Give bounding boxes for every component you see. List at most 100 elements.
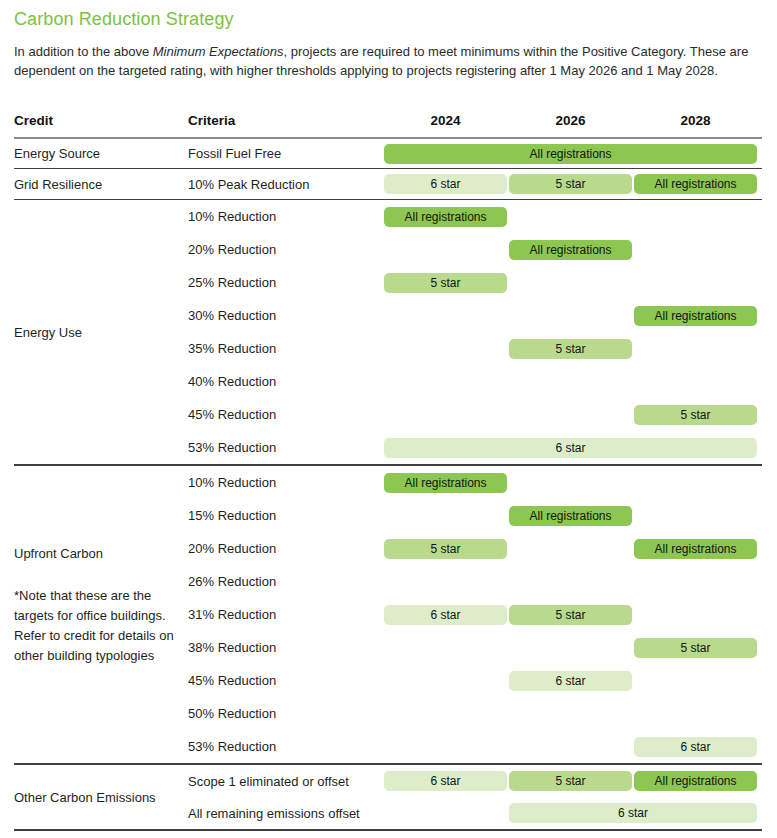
rating-badge: 5 star (634, 638, 757, 658)
header-year-2024: 2024 (383, 113, 508, 128)
criteria-label: All remaining emissions offset (188, 806, 383, 821)
credit-section: Upfront Carbon *Note that these are the t… (14, 466, 762, 765)
credit-label: Grid Resilience (14, 177, 102, 192)
credit-cell: Upfront Carbon *Note that these are the t… (14, 466, 188, 763)
criteria-label: 10% Reduction (188, 209, 383, 224)
criteria-label: 30% Reduction (188, 308, 383, 323)
rating-badge: All registrations (634, 771, 757, 791)
credit-label: Other Carbon Emissions (14, 790, 156, 805)
header-criteria: Criteria (188, 113, 383, 128)
section-rows: Fossil Fuel FreeAll registrations (188, 139, 762, 168)
rating-badge: All registrations (634, 539, 757, 559)
credit-cell: Energy Source (14, 139, 188, 168)
rating-badge: 5 star (509, 605, 632, 625)
intro-paragraph: In addition to the above Minimum Expecta… (14, 43, 770, 80)
page-title: Carbon Reduction Strategy (14, 9, 762, 30)
table-row: 25% Reduction5 star (188, 266, 762, 299)
table-body: Energy SourceFossil Fuel FreeAll registr… (14, 139, 762, 831)
rating-badge: All registrations (509, 240, 632, 260)
table-row: 40% Reduction (188, 365, 762, 398)
credit-section: Grid Resilience 10% Peak Reduction6 star5… (14, 169, 762, 200)
credit-label: Energy Source (14, 146, 100, 161)
credit-cell: Grid Resilience (14, 169, 188, 199)
criteria-label: 45% Reduction (188, 407, 383, 422)
section-rows: Scope 1 eliminated or offset6 star5 star… (188, 765, 762, 829)
rating-badge: 5 star (509, 174, 632, 194)
rating-badge: All registrations (509, 506, 632, 526)
table-row: 50% Reduction (188, 697, 762, 730)
table-row: 38% Reduction 5 star (188, 631, 762, 664)
criteria-label: 53% Reduction (188, 440, 383, 455)
header-year-2026: 2026 (508, 113, 633, 128)
table-row: 30% Reduction All registrations (188, 299, 762, 332)
rating-badge: 5 star (384, 273, 507, 293)
table-row: 45% Reduction 6 star (188, 664, 762, 697)
rating-badge: All registrations (384, 144, 757, 164)
intro-text-before: In addition to the above (14, 44, 153, 59)
rating-badge: 5 star (384, 539, 507, 559)
criteria-label: 26% Reduction (188, 574, 383, 589)
table-header-row: Credit Criteria 2024 2026 2028 (14, 113, 762, 139)
rating-badge: 6 star (509, 671, 632, 691)
table-row: All remaining emissions offset 6 star (188, 797, 762, 829)
criteria-label: 45% Reduction (188, 673, 383, 688)
credit-label: Upfront Carbon (14, 546, 188, 562)
table-row: 35% Reduction 5 star (188, 332, 762, 365)
rating-badge: All registrations (384, 207, 507, 227)
table-row: 31% Reduction6 star5 star (188, 598, 762, 631)
criteria-label: 20% Reduction (188, 242, 383, 257)
table-row: 20% Reduction All registrations (188, 233, 762, 266)
credit-cell: Other Carbon Emissions (14, 765, 188, 829)
criteria-label: 38% Reduction (188, 640, 383, 655)
criteria-label: 53% Reduction (188, 739, 383, 754)
header-year-2028: 2028 (633, 113, 758, 128)
table-row: 53% Reduction6 star (188, 431, 762, 464)
document-page: Carbon Reduction Strategy In addition to… (0, 0, 777, 838)
header-credit: Credit (14, 113, 188, 128)
rating-badge: 6 star (384, 605, 507, 625)
rating-badge: 6 star (509, 803, 757, 823)
table-row: 15% Reduction All registrations (188, 499, 762, 532)
section-rows: 10% Peak Reduction6 star5 starAll regist… (188, 169, 762, 199)
intro-text-italic: Minimum Expectations (153, 44, 284, 59)
table-row: 26% Reduction (188, 565, 762, 598)
criteria-label: 25% Reduction (188, 275, 383, 290)
criteria-label: 50% Reduction (188, 706, 383, 721)
rating-badge: 6 star (384, 438, 757, 458)
table-row: 10% ReductionAll registrations (188, 466, 762, 499)
rating-badge: 5 star (509, 339, 632, 359)
criteria-label: Scope 1 eliminated or offset (188, 774, 383, 789)
credit-section: Energy Use10% ReductionAll registrations… (14, 200, 762, 466)
credit-note: *Note that these are the targets for off… (14, 586, 186, 666)
table-row: 10% Peak Reduction6 star5 starAll regist… (188, 169, 762, 199)
criteria-label: 10% Peak Reduction (188, 177, 383, 192)
table-row: 20% Reduction5 star All registrations (188, 532, 762, 565)
table-row: 10% ReductionAll registrations (188, 200, 762, 233)
table-row: Fossil Fuel FreeAll registrations (188, 139, 762, 168)
credit-cell: Energy Use (14, 200, 188, 464)
table-row: 53% Reduction 6 star (188, 730, 762, 763)
table-row: 45% Reduction 5 star (188, 398, 762, 431)
credit-section: Energy Source Fossil Fuel FreeAll registr… (14, 139, 762, 169)
rating-badge: 5 star (634, 405, 757, 425)
section-rows: 10% ReductionAll registrations15% Reduct… (188, 466, 762, 763)
rating-badge: All registrations (634, 174, 757, 194)
criteria-label: Fossil Fuel Free (188, 146, 383, 161)
criteria-label: 15% Reduction (188, 508, 383, 523)
carbon-reduction-table: Credit Criteria 2024 2026 2028 Energy So… (14, 113, 762, 831)
criteria-label: 35% Reduction (188, 341, 383, 356)
table-row: Scope 1 eliminated or offset6 star5 star… (188, 765, 762, 797)
credit-label: Energy Use (14, 325, 82, 340)
rating-badge: 5 star (509, 771, 632, 791)
criteria-label: 10% Reduction (188, 475, 383, 490)
rating-badge: 6 star (634, 737, 757, 757)
criteria-label: 40% Reduction (188, 374, 383, 389)
credit-section: Other Carbon Emissions Scope 1 eliminated… (14, 765, 762, 831)
section-rows: 10% ReductionAll registrations20% Reduct… (188, 200, 762, 464)
criteria-label: 31% Reduction (188, 607, 383, 622)
criteria-label: 20% Reduction (188, 541, 383, 556)
rating-badge: All registrations (634, 306, 757, 326)
rating-badge: All registrations (384, 473, 507, 493)
rating-badge: 6 star (384, 174, 507, 194)
rating-badge: 6 star (384, 771, 507, 791)
